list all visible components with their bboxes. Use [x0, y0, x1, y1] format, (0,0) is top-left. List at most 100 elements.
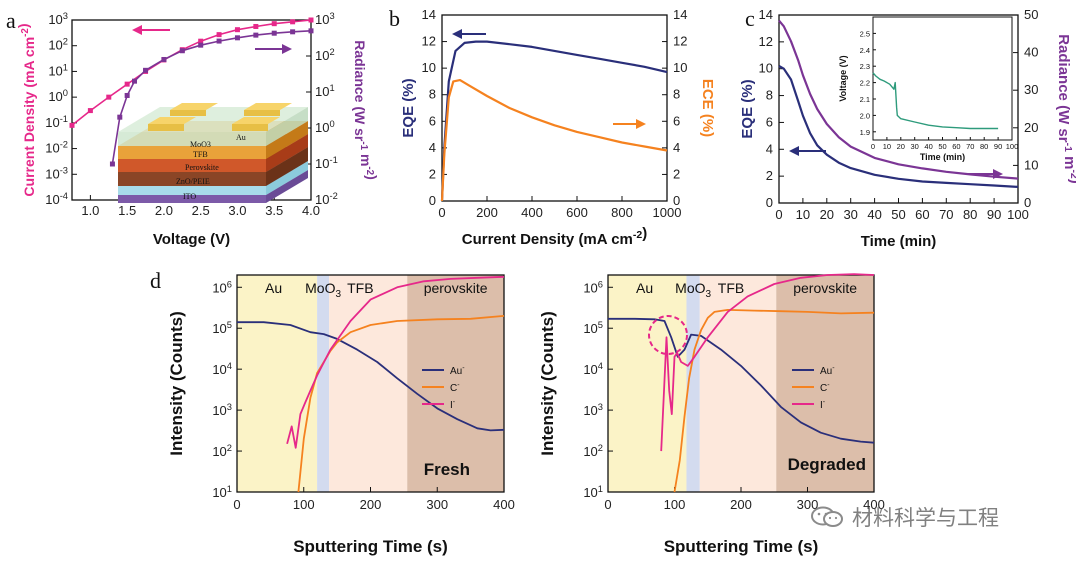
- panel-letter-b: b: [389, 6, 400, 31]
- a-x-tick-label: 2.0: [155, 203, 173, 218]
- d2-legend-label-1: C-: [820, 382, 830, 394]
- c-y-tick-label: 12: [759, 34, 773, 49]
- inset-x-tick-label: 40: [924, 142, 932, 151]
- a-y2-tick-label: 101: [315, 83, 335, 99]
- panel-d-fresh-chart: Au MoO3 TFB perovskite 0 100 200 300 400 101 102 1…: [167, 274, 515, 556]
- panel-a-arrow-left-head: [132, 25, 142, 35]
- d2-region-bg-1: [686, 275, 700, 492]
- panel-c-inset: 0 10 20 30 40 50 60 70 80 90 100 1.9 2.0 2.1 2.2 2.3 2.4…: [838, 16, 1018, 162]
- d1-x-tick-label: 300: [426, 497, 448, 512]
- d2-y-axis-title: Intensity (Counts): [538, 311, 557, 456]
- panel-d-fresh-subtitle: Fresh: [424, 460, 470, 479]
- a-series-marker-1: [308, 28, 314, 34]
- a-series-marker-1: [161, 56, 167, 62]
- d1-y-tick-label: 104: [212, 361, 232, 377]
- d2-series-line-1: [673, 308, 875, 493]
- b-y2-tick-label: 12: [673, 34, 687, 49]
- a-y-tick-label: 10-4: [45, 191, 68, 207]
- panel-d-degraded-subtitle: Degraded: [788, 455, 866, 474]
- d1-y-tick-label: 106: [212, 279, 232, 295]
- a-series-marker-0: [216, 32, 222, 38]
- d1-region-bg-2: [329, 275, 408, 492]
- a-y-tick-label: 10-3: [45, 165, 68, 181]
- a-series-marker-1: [124, 92, 130, 98]
- c-x-tick-label: 100: [1007, 207, 1029, 222]
- a-x-tick-label: 3.5: [265, 203, 283, 218]
- layer-label-au: Au: [236, 133, 246, 142]
- c-y2-axis-title: Radiance (W sr-1 m-2): [1055, 34, 1076, 184]
- inset-y-tick-label: 2.1: [860, 95, 870, 104]
- d2-region-label-3: perovskite: [793, 280, 857, 296]
- inset-series-line: [872, 72, 999, 130]
- a-x-tick-label: 3.0: [228, 203, 246, 218]
- inset-x-tick-label: 70: [966, 142, 974, 151]
- a-y-tick-label: 101: [48, 62, 68, 78]
- d1-x-tick-label: 100: [293, 497, 315, 512]
- layer-label-ito: ITO: [183, 192, 196, 201]
- d1-y-axis-title: Intensity (Counts): [167, 311, 186, 456]
- d2-region-label-2: TFB: [718, 280, 744, 296]
- b-x-tick-label: 600: [566, 205, 588, 220]
- a-series-marker-1: [109, 161, 115, 167]
- b-y2-tick-label: 14: [673, 7, 687, 22]
- inset-y-tick-label: 2.4: [860, 46, 870, 55]
- inset-x-tick-label: 80: [980, 142, 988, 151]
- inset-x-tick-label: 20: [897, 142, 905, 151]
- a-x-tick-label: 1.5: [118, 203, 136, 218]
- inset-x-tick-label: 90: [994, 142, 1002, 151]
- panel-letter-c: c: [745, 6, 755, 31]
- c-x-tick-label: 70: [939, 207, 953, 222]
- a-series-marker-1: [198, 42, 204, 48]
- d2-legend-label-0: Au-: [820, 365, 835, 377]
- panel-c-arrow-right-head: [993, 169, 1003, 179]
- panel-a-chart: 1.0 1.5 2.0 2.5 3.0 3.5 4.0 10-4 10-3 10-2 10-1 100…: [15, 11, 380, 248]
- d1-x-axis-title: Sputtering Time (s): [293, 537, 448, 556]
- b-y2-axis-title: ECE (%): [699, 79, 716, 137]
- d2-y-tick-label: 101: [583, 484, 603, 500]
- c-y2-tick-label: 20: [1024, 120, 1038, 135]
- a-y2-axis-title: Radiance (W sr-1 m-2): [352, 40, 380, 180]
- c-x-tick-label: 0: [775, 207, 782, 222]
- inset-x-axis-title: Time (min): [920, 152, 965, 162]
- b-y-tick-label: 6: [429, 113, 436, 128]
- a-y2-tick-label: 10-1: [315, 155, 338, 171]
- a-series-marker-0: [308, 17, 314, 23]
- a-series-marker-0: [290, 19, 296, 25]
- c-y2-tick-label: 30: [1024, 82, 1038, 97]
- b-x-tick-label: 400: [521, 205, 543, 220]
- b-x-tick-label: 800: [611, 205, 633, 220]
- b-x-tick-label: 1000: [653, 205, 682, 220]
- c-x-tick-label: 20: [820, 207, 834, 222]
- d1-region-bg-1: [317, 275, 330, 492]
- b-y2-tick-label: 6: [673, 113, 680, 128]
- a-x-tick-label: 2.5: [192, 203, 210, 218]
- c-y-axis-title: EQE (%): [739, 79, 756, 138]
- d1-series-line-0: [237, 321, 505, 432]
- d2-x-tick-label: 100: [664, 497, 686, 512]
- d1-series-line-1: [297, 315, 505, 493]
- a-series-marker-1: [290, 29, 296, 35]
- a-series-marker-0: [253, 23, 259, 29]
- c-x-tick-label: 80: [963, 207, 977, 222]
- degraded-dip-highlight: [648, 315, 688, 355]
- d2-y-tick-label: 106: [583, 279, 603, 295]
- b-y2-tick-label: 8: [673, 87, 680, 102]
- b-y-tick-label: 2: [429, 166, 436, 181]
- d1-x-tick-label: 400: [493, 497, 515, 512]
- b-x-axis-title: Current Density (mA cm-2): [462, 225, 648, 248]
- layer-label-perovskite: Perovskite: [185, 163, 219, 172]
- inset-plot-frame: [872, 16, 1013, 141]
- a-series-marker-0: [198, 38, 204, 44]
- a-y-tick-label: 100: [48, 88, 68, 104]
- panel-d-degraded-chart: Au MoO3 TFB perovskite 0 100 200 300 400 101 102 1…: [538, 273, 885, 556]
- d1-region-bg-3: [407, 275, 504, 492]
- d1-legend-label-1: C-: [450, 382, 460, 394]
- a-y2-tick-label: 10-2: [315, 191, 338, 207]
- d2-y-tick-label: 105: [583, 320, 603, 336]
- d1-region-label-0: Au: [265, 280, 282, 296]
- a-series-marker-0: [106, 94, 112, 100]
- d1-y-tick-label: 103: [212, 402, 232, 418]
- b-y-tick-label: 10: [422, 60, 436, 75]
- inset-y-tick-label: 2.3: [860, 62, 870, 71]
